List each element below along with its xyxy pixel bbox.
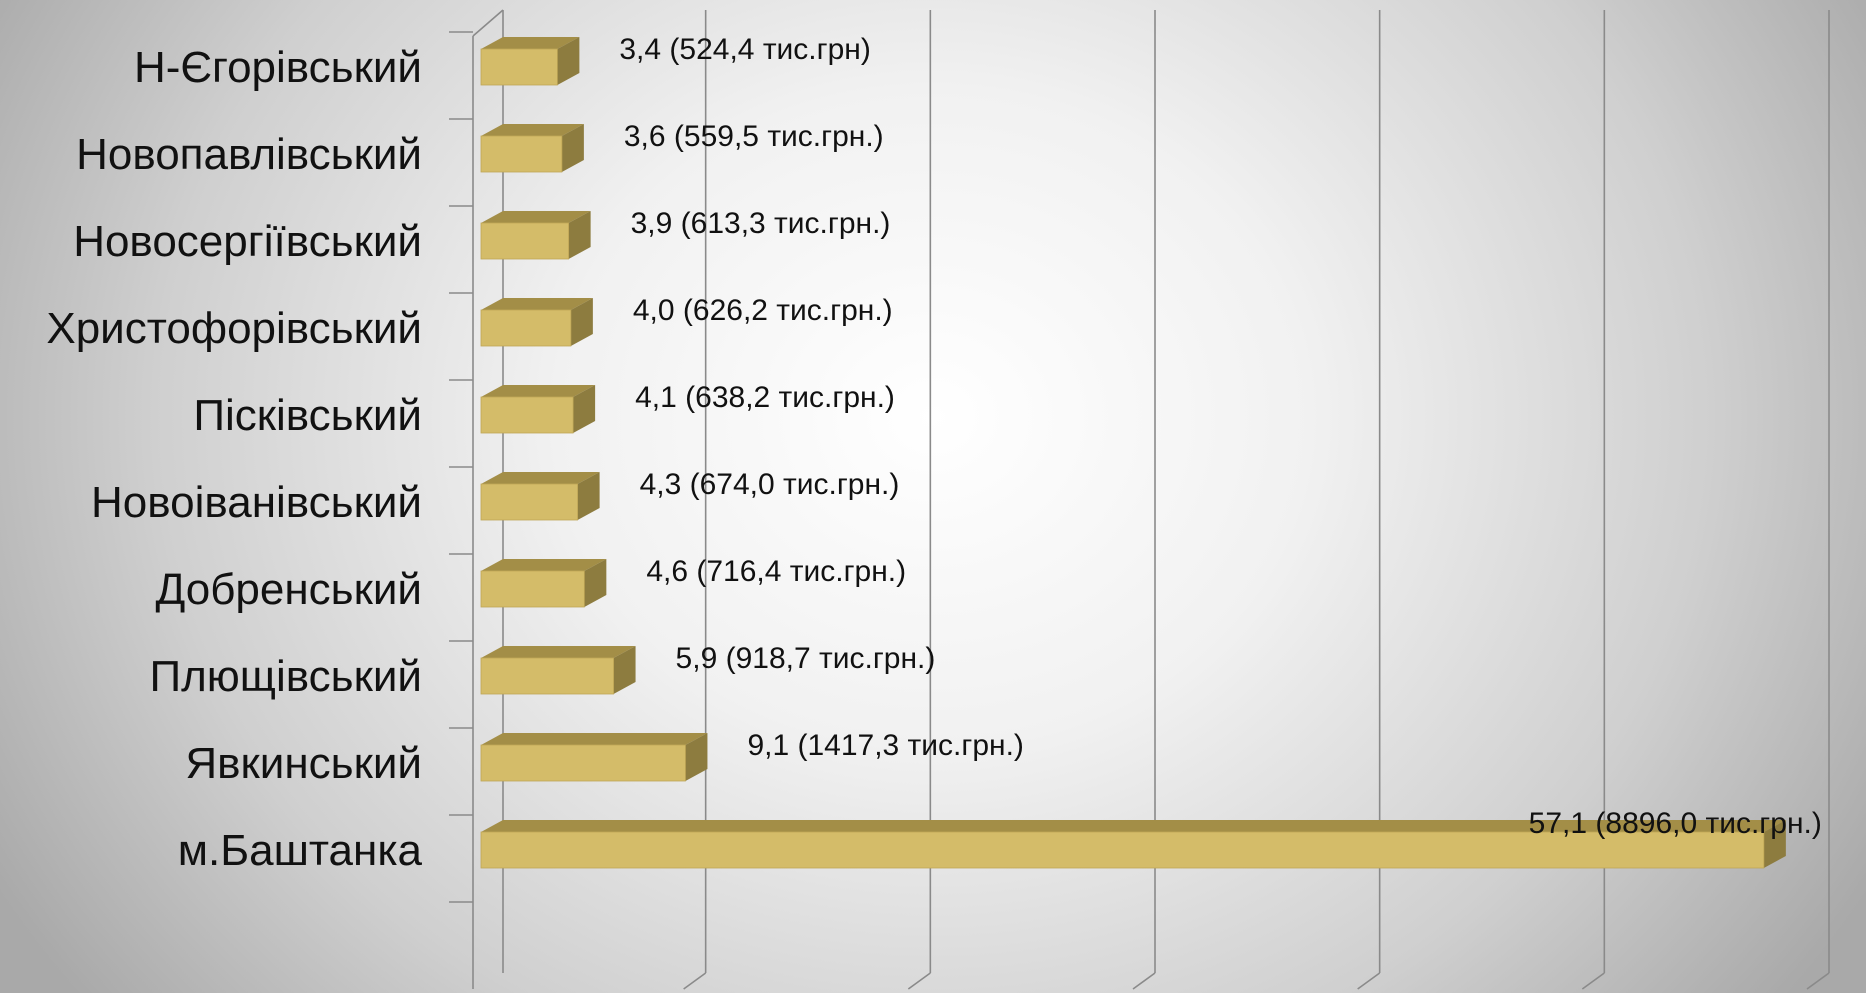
bar-side: [584, 559, 607, 607]
bar-top: [481, 820, 1786, 832]
gridline: [683, 972, 707, 990]
category-label: Явкинський: [185, 739, 422, 788]
bar: [480, 396, 574, 434]
bar: [480, 135, 563, 173]
bar: [480, 222, 570, 260]
bar: [480, 48, 558, 86]
bar-top: [481, 385, 596, 397]
bar-side: [568, 211, 591, 259]
data-label: 3,6 (559,5 тис.грн.): [624, 120, 884, 153]
gridline: [1132, 972, 1156, 990]
bar: [480, 309, 572, 347]
gridline: [1357, 972, 1381, 990]
bar-top: [481, 646, 636, 658]
bar: [480, 744, 686, 782]
data-label: 4,0 (626,2 тис.грн.): [633, 294, 893, 327]
data-label: 4,6 (716,4 тис.грн.): [646, 555, 906, 588]
bar-side: [570, 298, 593, 346]
data-label: 57,1 (8896,0 тис.грн.): [1529, 807, 1822, 840]
data-label: 9,1 (1417,3 тис.грн.): [747, 729, 1023, 762]
bar-side: [561, 124, 584, 172]
bar-top: [481, 37, 580, 49]
gridline: [907, 972, 931, 990]
category-label: Пісківський: [193, 391, 422, 440]
category-label: Плющівський: [150, 652, 423, 701]
gridline: [1806, 972, 1830, 990]
bar-top: [481, 124, 584, 136]
bar: [480, 483, 579, 521]
bar-top: [481, 472, 600, 484]
bar-top: [481, 733, 708, 745]
bar: [480, 570, 585, 608]
category-label: Новопавлівський: [76, 130, 422, 179]
category-label: Добренський: [155, 565, 422, 614]
bar-side: [613, 646, 636, 694]
data-label: 4,3 (674,0 тис.грн.): [640, 468, 900, 501]
bar-side: [685, 733, 708, 781]
bar-side: [1763, 820, 1786, 868]
category-label: м.Баштанка: [178, 826, 423, 875]
category-label: Христофорівський: [46, 304, 422, 353]
category-axis-top: [472, 9, 504, 37]
data-label: 3,9 (613,3 тис.грн.): [631, 207, 891, 240]
bar-top: [481, 559, 607, 571]
data-label: 5,9 (918,7 тис.грн.): [676, 642, 936, 675]
bar: [480, 657, 614, 695]
category-label: Н-Єгорівський: [134, 43, 422, 92]
category-label: Новосергіївський: [73, 217, 422, 266]
bar-side: [557, 37, 580, 85]
bar-side: [573, 385, 596, 433]
bar-side: [577, 472, 600, 520]
category-label: Новоіванівський: [91, 478, 422, 527]
bar-top: [481, 211, 591, 223]
bar-top: [481, 298, 593, 310]
gridline: [1581, 972, 1605, 990]
data-label: 3,4 (524,4 тис.грн): [619, 33, 870, 66]
bar: [480, 831, 1765, 869]
data-label: 4,1 (638,2 тис.грн.): [635, 381, 895, 414]
